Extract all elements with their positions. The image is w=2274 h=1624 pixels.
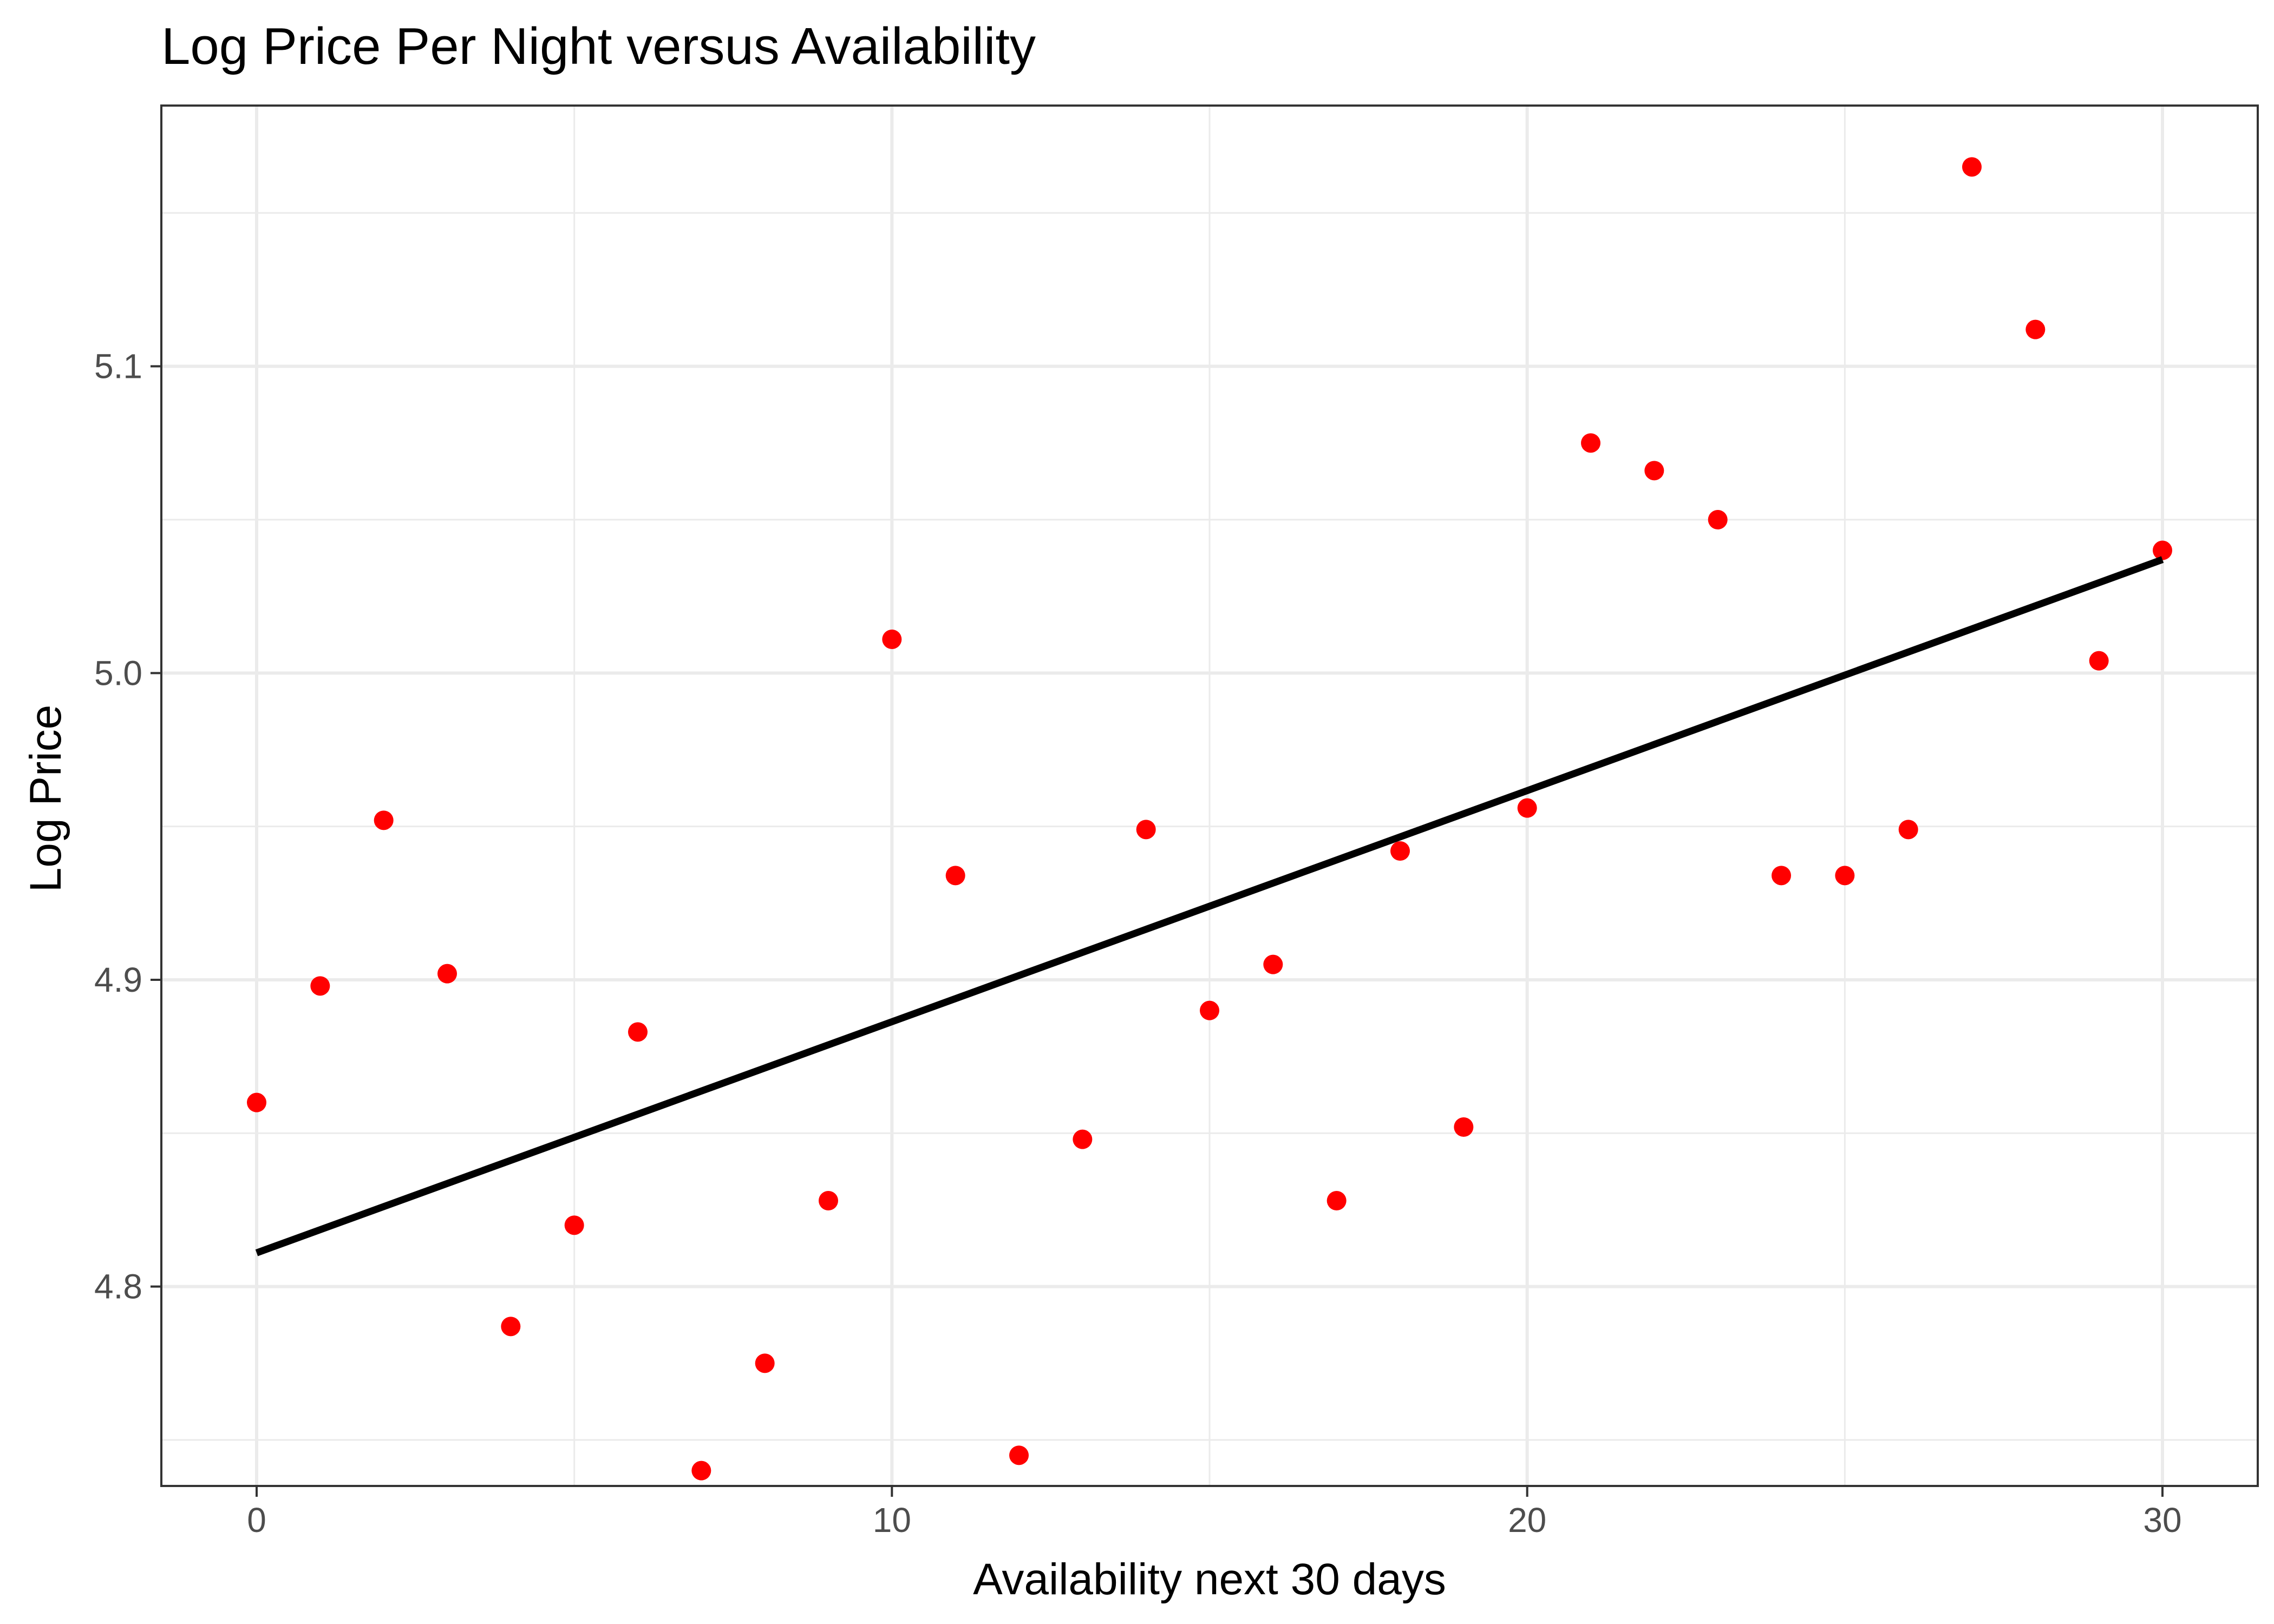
data-point: [247, 1092, 266, 1112]
data-point: [1073, 1129, 1093, 1149]
data-point: [1454, 1117, 1474, 1137]
y-axis-title: Log Price: [21, 705, 70, 892]
data-point: [1581, 433, 1600, 453]
data-point: [628, 1022, 648, 1042]
data-point: [691, 1461, 711, 1481]
regression-line: [255, 556, 2164, 1256]
data-point: [2089, 651, 2109, 671]
data-point: [819, 1191, 838, 1210]
y-tick-label: 5.0: [94, 653, 142, 692]
data-point: [374, 810, 394, 830]
data-point: [1962, 157, 1982, 177]
data-point: [1327, 1191, 1347, 1210]
data-point: [437, 964, 457, 984]
data-point: [882, 630, 902, 649]
data-point: [1390, 841, 1410, 861]
data-point: [1898, 820, 1918, 840]
data-point: [1772, 866, 1791, 886]
data-point: [1708, 510, 1728, 529]
data-point: [1517, 798, 1537, 818]
y-tick-label: 5.1: [94, 347, 142, 386]
x-axis-title: Availability next 30 days: [973, 1555, 1446, 1604]
x-tick-label: 0: [247, 1501, 266, 1540]
data-point: [945, 866, 965, 886]
data-point: [2153, 540, 2172, 560]
data-point: [1263, 954, 1283, 974]
chart-title: Log Price Per Night versus Availability: [161, 17, 1036, 75]
data-point: [1644, 461, 1664, 481]
data-point: [1200, 1000, 1219, 1020]
plot-area: 0 10 20 30 4.8 4.9 5.0 5.1: [94, 104, 2259, 1540]
x-tick-label: 30: [2143, 1501, 2181, 1540]
data-point: [1009, 1445, 1029, 1465]
data-point: [755, 1353, 775, 1373]
data-point: [1136, 820, 1156, 840]
x-tick-label: 20: [1508, 1501, 1546, 1540]
panel-border: [160, 104, 2259, 1487]
y-tick-label: 4.8: [94, 1267, 142, 1306]
data-point: [1835, 866, 1855, 886]
y-tick-label: 4.9: [94, 960, 142, 999]
data-point: [564, 1215, 584, 1235]
data-point: [501, 1317, 521, 1337]
x-tick-label: 10: [873, 1501, 911, 1540]
data-point: [2025, 319, 2046, 339]
data-point: [310, 976, 330, 996]
